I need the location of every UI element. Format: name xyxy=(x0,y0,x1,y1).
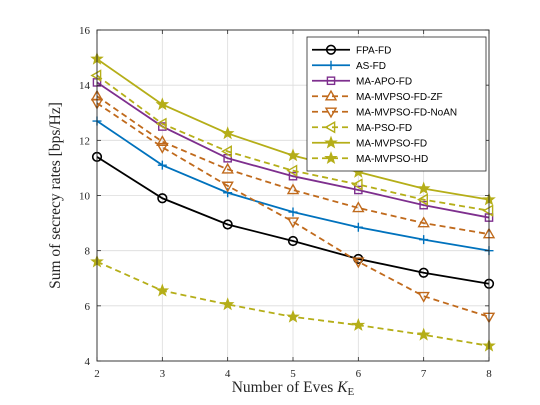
series-ma-pso-fd xyxy=(90,69,494,217)
data-point xyxy=(482,204,494,217)
legend-marker xyxy=(324,89,338,101)
data-point xyxy=(157,160,167,170)
data-point xyxy=(155,117,167,130)
y-tick-label: 16 xyxy=(79,25,91,37)
data-point xyxy=(353,222,363,232)
data-point xyxy=(286,183,300,195)
legend-label: MA-MVPSO-FD-NoAN xyxy=(356,107,457,118)
legend-box xyxy=(306,36,487,172)
data-point xyxy=(220,126,235,140)
x-axis-title: Number of Eves KE xyxy=(232,379,355,398)
y-axis-title: Sum of secrecy rates [bps/Hz] xyxy=(47,102,64,289)
x-axis-title-text: Number of Eves xyxy=(232,379,337,396)
x-tick-label: 3 xyxy=(160,368,166,380)
legend-item: MA-MVPSO-FD-NoAN xyxy=(312,107,457,119)
data-point xyxy=(221,145,232,158)
legend-marker xyxy=(324,135,338,149)
axis-ticks: 2 3 4 5 6 7 8 4 6 8 10 12 14 16 xyxy=(79,25,492,380)
legend-item: MA-PSO-FD xyxy=(312,121,412,134)
legend-label: MA-MVPSO-FD xyxy=(356,138,427,149)
data-point xyxy=(351,317,366,331)
data-point xyxy=(286,309,300,323)
legend-marker xyxy=(325,44,337,55)
legend-label: MA-MVPSO-FD-ZF xyxy=(356,92,443,103)
series-line xyxy=(96,156,490,285)
data-point xyxy=(155,97,170,111)
y-tick-label: 10 xyxy=(79,191,91,203)
legend-marker xyxy=(324,151,338,165)
data-point xyxy=(352,201,365,213)
legend-label: AS-FD xyxy=(356,61,386,72)
legend: FPA-FD AS-FD MA-APO-FD MA-MVPSO-FD-ZF MA-MVP… xyxy=(306,36,487,172)
data-point xyxy=(222,219,233,230)
data-point xyxy=(220,297,235,311)
data-point xyxy=(351,178,363,191)
data-point xyxy=(286,217,300,229)
series-layer xyxy=(90,51,496,352)
legend-label: MA-PSO-FD xyxy=(356,123,412,134)
data-point xyxy=(418,267,429,278)
data-point xyxy=(288,207,298,217)
x-axis-title-subscript: E xyxy=(348,386,355,398)
data-point xyxy=(221,162,234,174)
x-tick-label: 8 xyxy=(486,368,492,380)
y-tick-label: 4 xyxy=(85,356,91,368)
series-fpa-fd xyxy=(91,151,495,289)
series-line xyxy=(96,74,490,212)
y-tick-label: 8 xyxy=(85,246,91,258)
data-point xyxy=(286,148,300,162)
legend-label: FPA-FD xyxy=(356,45,391,56)
legend-marker xyxy=(326,76,336,86)
data-point xyxy=(419,235,429,245)
x-axis-title-symbol: K xyxy=(336,379,348,396)
x-tick-label: 6 xyxy=(356,368,362,380)
x-tick-label: 5 xyxy=(290,368,296,380)
x-tick-label: 2 xyxy=(94,368,100,380)
series-line xyxy=(96,95,490,236)
data-point xyxy=(286,164,298,177)
legend-label: MA-MVPSO-HD xyxy=(356,154,428,165)
data-point xyxy=(156,135,169,147)
legend-marker xyxy=(324,121,336,134)
x-tick-label: 4 xyxy=(225,368,231,380)
legend-item: MA-MVPSO-HD xyxy=(312,151,428,165)
legend-label: MA-APO-FD xyxy=(356,76,412,87)
legend-item: MA-MVPSO-FD xyxy=(312,135,427,149)
data-point xyxy=(417,216,430,228)
data-point xyxy=(157,193,168,204)
data-point xyxy=(90,69,102,82)
data-point xyxy=(417,291,430,303)
x-tick-label: 7 xyxy=(421,368,427,380)
data-point xyxy=(221,181,234,193)
data-point xyxy=(417,193,428,206)
data-point xyxy=(416,327,431,341)
legend-item: MA-APO-FD xyxy=(312,76,412,87)
y-tick-label: 6 xyxy=(85,301,91,313)
data-point xyxy=(155,283,170,297)
y-tick-label: 12 xyxy=(79,135,90,147)
legend-marker xyxy=(324,107,338,119)
legend-item: FPA-FD xyxy=(312,44,391,56)
legend-marker xyxy=(326,60,336,70)
data-point xyxy=(416,181,431,195)
data-point xyxy=(156,142,169,154)
legend-item: MA-MVPSO-FD-ZF xyxy=(312,89,443,103)
data-point xyxy=(352,257,365,269)
y-tick-label: 14 xyxy=(79,80,91,92)
legend-item: AS-FD xyxy=(312,60,386,72)
data-point xyxy=(287,235,299,247)
